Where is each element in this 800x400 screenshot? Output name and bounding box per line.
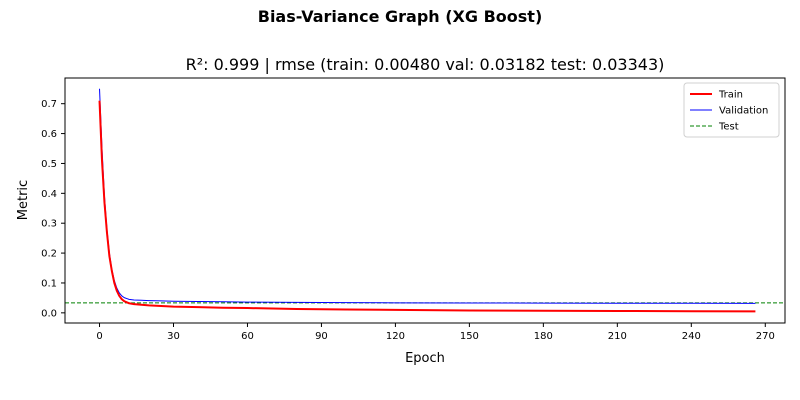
figure-suptitle: Bias-Variance Graph (XG Boost) [258,7,543,26]
x-tick-label: 150 [460,331,479,342]
plot-area [65,78,785,323]
y-axis: 0.0 0.1 0.2 0.3 0.4 0.5 0.6 0.7 [41,99,65,319]
y-tick-label: 0.5 [41,159,57,170]
x-tick-label: 60 [241,331,254,342]
y-tick-label: 0.1 [41,278,57,289]
x-tick-label: 180 [534,331,553,342]
legend: Train Validation Test [683,82,780,138]
x-tick-label: 0 [96,331,102,342]
chart-title: R²: 0.999 | rmse (train: 0.00480 val: 0.… [186,55,665,74]
y-tick-label: 0.7 [41,99,57,110]
y-tick-label: 0.3 [41,219,57,230]
y-tick-label: 0.6 [41,129,57,140]
legend-label-test: Test [718,122,739,133]
x-tick-label: 30 [167,331,180,342]
plot-series [65,88,785,313]
series-line-train [98,100,756,313]
x-tick-label: 240 [682,331,701,342]
x-tick-label: 210 [608,331,627,342]
x-tick-label: 270 [756,331,775,342]
x-axis-label: Epoch [405,351,445,366]
y-tick-label: 0.2 [41,249,57,260]
y-tick-label: 0.4 [41,189,57,200]
legend-box [683,82,780,138]
x-tick-label: 120 [386,331,405,342]
y-axis-label: Metric [16,180,31,220]
plot-frame [64,77,786,324]
legend-label-validation: Validation [719,106,768,117]
y-tick-label: 0.0 [41,308,57,319]
legend-label-train: Train [718,90,743,101]
x-tick-label: 90 [315,331,328,342]
x-axis: 0 30 60 90 120 150 180 210 240 270 [96,323,775,342]
